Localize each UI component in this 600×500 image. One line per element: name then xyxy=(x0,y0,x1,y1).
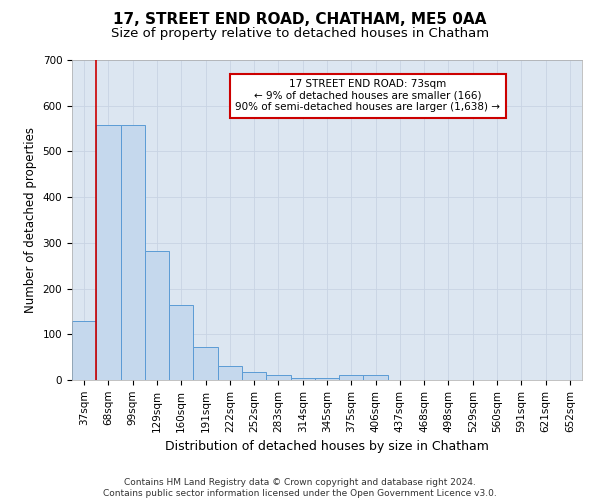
Bar xyxy=(96,126,121,380)
Bar xyxy=(339,376,364,380)
Bar xyxy=(290,378,315,380)
Bar xyxy=(315,378,339,380)
Bar xyxy=(145,250,169,380)
Text: Size of property relative to detached houses in Chatham: Size of property relative to detached ho… xyxy=(111,28,489,40)
Bar xyxy=(72,322,96,380)
Text: 17 STREET END ROAD: 73sqm
← 9% of detached houses are smaller (166)
90% of semi-: 17 STREET END ROAD: 73sqm ← 9% of detach… xyxy=(235,79,500,112)
Bar xyxy=(364,376,388,380)
Y-axis label: Number of detached properties: Number of detached properties xyxy=(24,127,37,313)
Bar xyxy=(193,347,218,380)
Bar xyxy=(242,372,266,380)
Bar xyxy=(121,126,145,380)
Bar xyxy=(266,376,290,380)
Text: Contains HM Land Registry data © Crown copyright and database right 2024.
Contai: Contains HM Land Registry data © Crown c… xyxy=(103,478,497,498)
Text: 17, STREET END ROAD, CHATHAM, ME5 0AA: 17, STREET END ROAD, CHATHAM, ME5 0AA xyxy=(113,12,487,28)
Bar xyxy=(218,366,242,380)
X-axis label: Distribution of detached houses by size in Chatham: Distribution of detached houses by size … xyxy=(165,440,489,453)
Bar xyxy=(169,304,193,380)
